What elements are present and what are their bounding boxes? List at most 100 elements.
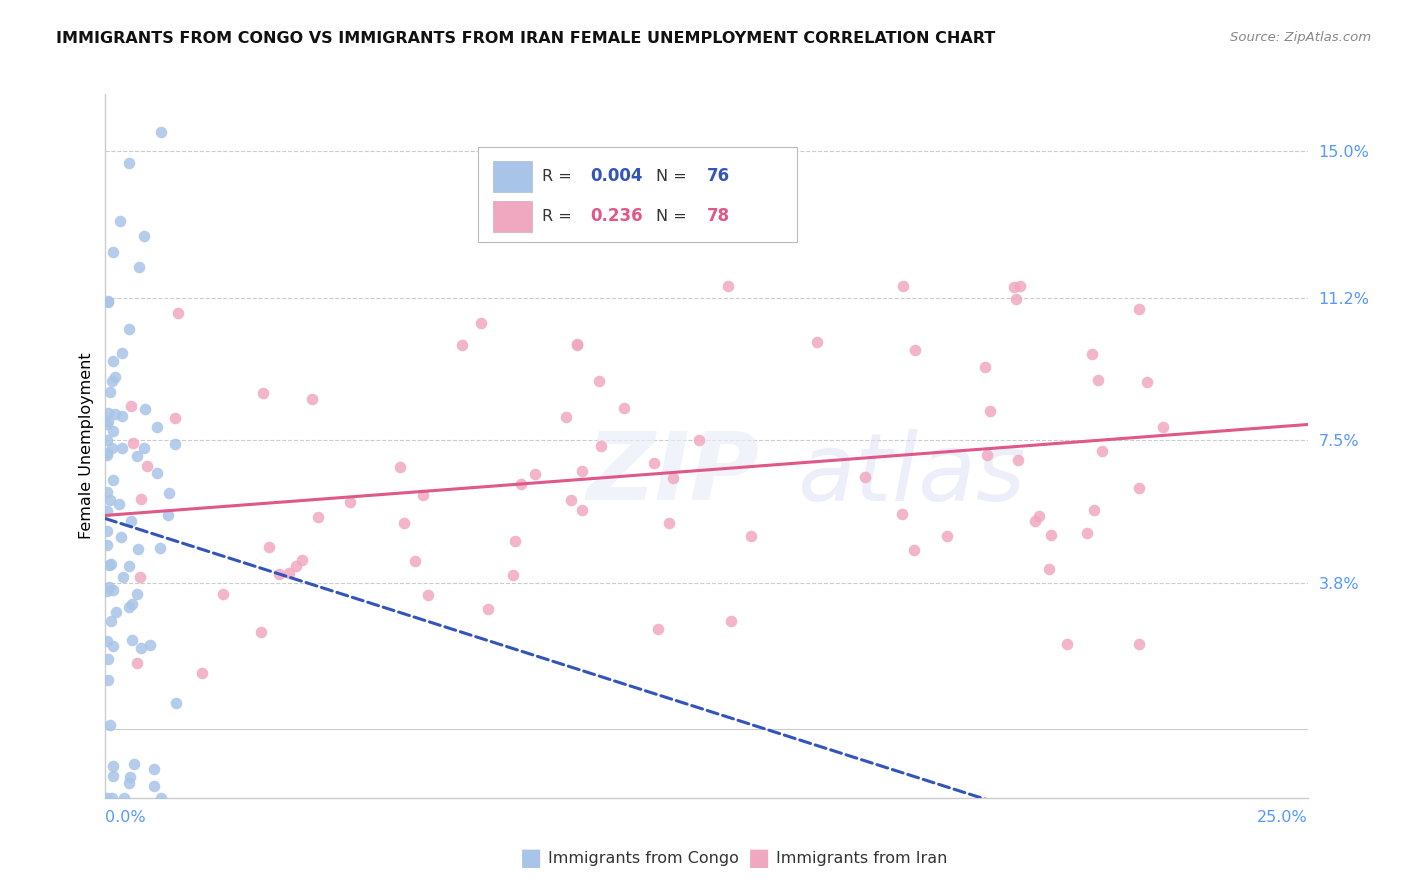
Point bbox=[1038, 562, 1060, 576]
Point bbox=[1008, 279, 1031, 293]
Point bbox=[101, 425, 124, 439]
Point bbox=[129, 641, 152, 656]
Point bbox=[658, 516, 681, 531]
Point bbox=[301, 392, 323, 407]
Point bbox=[98, 718, 121, 732]
Point bbox=[477, 602, 499, 616]
Text: atlas: atlas bbox=[797, 429, 1025, 520]
Point bbox=[976, 448, 998, 462]
Point bbox=[120, 399, 142, 413]
Point bbox=[1039, 528, 1062, 542]
Point bbox=[806, 335, 828, 350]
Point bbox=[588, 374, 610, 388]
Point bbox=[96, 417, 118, 432]
Point bbox=[97, 294, 120, 309]
Point bbox=[149, 125, 172, 139]
Point bbox=[502, 568, 524, 582]
Text: Source: ZipAtlas.com: Source: ZipAtlas.com bbox=[1230, 31, 1371, 45]
Point bbox=[127, 541, 149, 556]
Point bbox=[100, 614, 122, 628]
Point bbox=[97, 406, 120, 420]
Text: R =: R = bbox=[541, 209, 572, 224]
Point bbox=[560, 493, 582, 508]
Point bbox=[129, 570, 152, 584]
Point bbox=[191, 666, 214, 681]
Point bbox=[96, 583, 118, 598]
Point bbox=[278, 566, 301, 580]
Point bbox=[101, 441, 124, 455]
Point bbox=[389, 460, 412, 475]
Point bbox=[120, 514, 142, 528]
Point bbox=[124, 756, 146, 771]
Point bbox=[111, 441, 134, 455]
Point bbox=[1087, 373, 1109, 387]
Text: ■: ■ bbox=[520, 847, 543, 870]
Point bbox=[149, 541, 172, 556]
Point bbox=[96, 446, 118, 460]
Point bbox=[157, 508, 180, 523]
Point bbox=[166, 306, 188, 320]
Point bbox=[404, 554, 426, 568]
Point bbox=[101, 791, 124, 805]
Point bbox=[891, 507, 914, 521]
Point bbox=[904, 343, 927, 357]
Point bbox=[96, 791, 118, 805]
Bar bbox=[492, 202, 533, 233]
Point bbox=[118, 321, 141, 335]
Point bbox=[1135, 375, 1157, 389]
Point bbox=[1024, 514, 1046, 528]
Point bbox=[1128, 481, 1150, 495]
Point bbox=[105, 605, 128, 619]
Point bbox=[96, 524, 118, 538]
Point bbox=[1076, 526, 1098, 541]
Point bbox=[589, 439, 612, 453]
Point bbox=[1005, 293, 1028, 307]
Bar bbox=[492, 161, 533, 193]
Point bbox=[571, 464, 593, 478]
Point bbox=[114, 791, 136, 805]
Point bbox=[146, 420, 169, 434]
Point bbox=[120, 770, 142, 784]
Point bbox=[267, 567, 290, 582]
Point bbox=[128, 260, 150, 274]
Point bbox=[97, 581, 120, 595]
Text: Immigrants from Congo: Immigrants from Congo bbox=[548, 851, 740, 865]
Point bbox=[339, 495, 361, 509]
Text: IMMIGRANTS FROM CONGO VS IMMIGRANTS FROM IRAN FEMALE UNEMPLOYMENT CORRELATION CH: IMMIGRANTS FROM CONGO VS IMMIGRANTS FROM… bbox=[56, 31, 995, 46]
Point bbox=[1091, 443, 1114, 458]
Point bbox=[121, 597, 143, 611]
Point bbox=[96, 633, 118, 648]
Point bbox=[392, 516, 415, 530]
Text: Immigrants from Iran: Immigrants from Iran bbox=[776, 851, 948, 865]
Point bbox=[250, 624, 273, 639]
Point bbox=[122, 436, 145, 450]
Point bbox=[101, 759, 124, 773]
Point bbox=[96, 538, 118, 552]
Point bbox=[111, 409, 134, 424]
Point bbox=[416, 588, 439, 602]
Point bbox=[647, 622, 669, 636]
Point bbox=[125, 656, 148, 670]
Text: 0.0%: 0.0% bbox=[105, 810, 146, 825]
Text: 78: 78 bbox=[707, 207, 730, 226]
Point bbox=[96, 504, 118, 518]
Point bbox=[163, 410, 186, 425]
Point bbox=[100, 557, 122, 571]
Point bbox=[1152, 420, 1174, 434]
Point bbox=[1028, 508, 1050, 523]
Point bbox=[717, 279, 740, 293]
Point bbox=[97, 673, 120, 688]
Point bbox=[129, 492, 152, 507]
Point bbox=[613, 401, 636, 415]
Point bbox=[688, 433, 710, 447]
Point bbox=[132, 229, 155, 244]
Point bbox=[523, 467, 546, 482]
Point bbox=[903, 543, 925, 558]
Point bbox=[150, 791, 173, 805]
Point bbox=[470, 316, 492, 330]
Point bbox=[571, 502, 593, 516]
Point bbox=[101, 473, 124, 487]
Point bbox=[97, 295, 120, 310]
Point bbox=[117, 776, 139, 790]
Point bbox=[510, 477, 533, 491]
